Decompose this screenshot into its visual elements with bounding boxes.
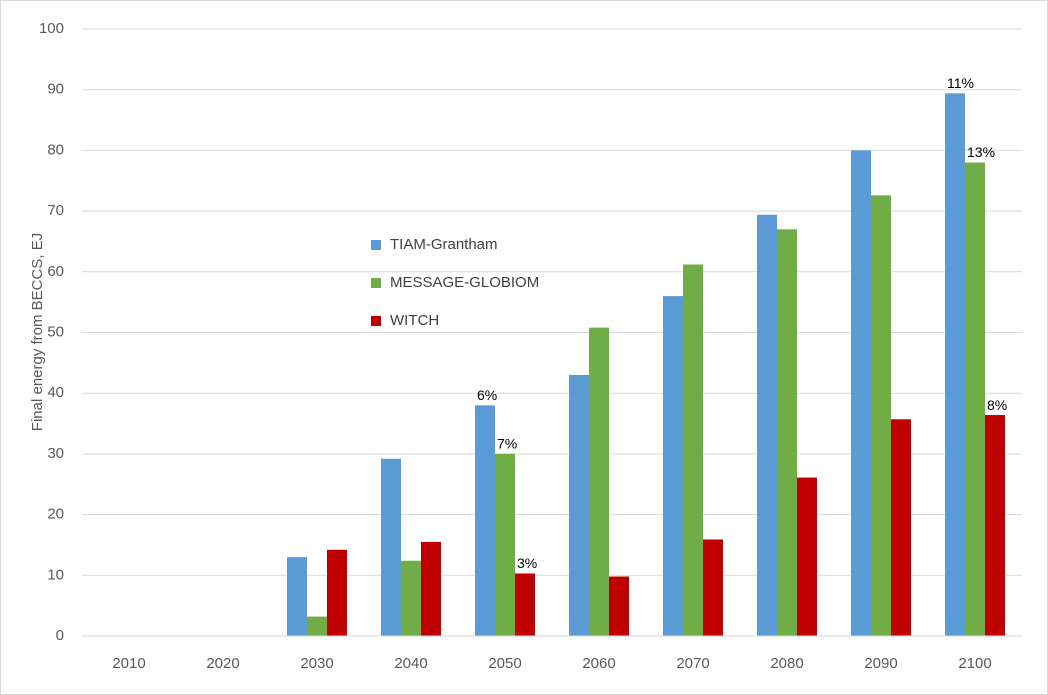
legend-label: MESSAGE-GLOBIOM [390,274,539,291]
bar-label: 13% [967,144,995,160]
bar-label: 8% [987,397,1007,413]
bar-label: 7% [497,436,517,452]
bar [663,296,683,636]
bar [965,162,985,637]
x-tick-label: 2080 [770,655,803,672]
y-tick-label: 90 [47,81,64,98]
x-tick-label: 2100 [958,655,991,672]
bar [307,616,327,636]
y-tick-label: 20 [47,506,64,523]
bar [703,539,723,636]
y-tick-label: 40 [47,384,64,401]
legend-swatch [371,278,381,288]
y-tick-label: 70 [47,202,64,219]
x-tick-label: 2070 [676,655,709,672]
bar [945,93,965,637]
y-tick-label: 0 [56,627,64,644]
x-tick-label: 2050 [488,655,521,672]
y-tick-label: 60 [47,263,64,280]
legend-swatch [371,316,381,326]
bar-label: 6% [477,387,497,403]
x-tick-label: 2090 [864,655,897,672]
y-tick-label: 100 [39,20,64,37]
x-tick-label: 2030 [300,655,333,672]
bar [985,415,1005,636]
bar [381,458,401,636]
bar [851,150,871,636]
bar [475,405,495,636]
bar [589,327,609,636]
bar [609,576,629,636]
bar [891,419,911,636]
bar [683,264,703,636]
y-axis-label: Final energy from BECCS, EJ [29,233,46,431]
y-tick-label: 10 [47,566,64,583]
bar [421,541,441,636]
bar-label: 3% [517,555,537,571]
x-tick-label: 2020 [206,655,239,672]
bar [327,549,347,636]
bar [401,560,421,636]
x-tick-label: 2040 [394,655,427,672]
bar [287,557,307,636]
bar [515,573,535,636]
x-tick-label: 2060 [582,655,615,672]
bar [757,214,777,636]
legend-label: TIAM-Grantham [390,236,498,253]
legend-label: WITCH [390,312,439,329]
y-tick-label: 30 [47,445,64,462]
legend-swatch [371,240,381,250]
y-tick-label: 80 [47,141,64,158]
bar [777,229,797,636]
bar [871,195,891,636]
bar-label: 11% [947,75,974,91]
bar [569,374,589,636]
bar [797,477,817,636]
x-tick-label: 2010 [112,655,145,672]
bar [495,453,515,636]
y-tick-label: 50 [47,323,64,340]
